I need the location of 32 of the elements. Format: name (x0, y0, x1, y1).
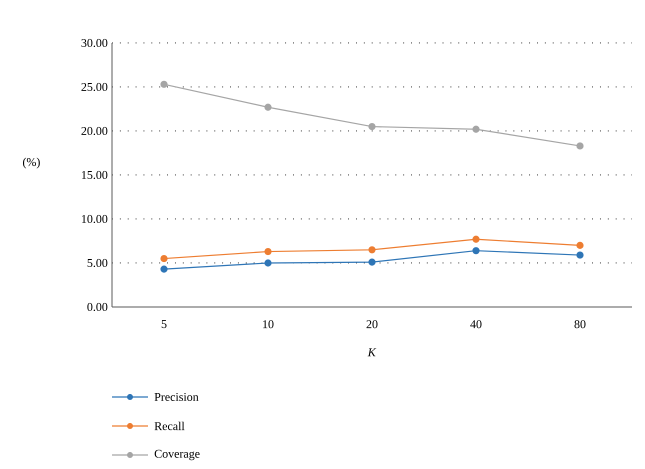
point (160, 266, 168, 273)
point (264, 248, 272, 256)
legend-label: Coverage (154, 450, 200, 460)
point (472, 247, 480, 254)
point (368, 246, 376, 254)
y-tick-label: 30.00 (82, 38, 108, 48)
legend-label: Precision (154, 392, 199, 401)
x-tick-label: 80 (574, 320, 586, 328)
point (576, 242, 584, 249)
y-axis-title: (%) (22, 158, 40, 169)
x-tick-label: 5 (162, 320, 167, 328)
point (472, 236, 480, 243)
point (160, 254, 168, 262)
legend-label: Recall (154, 422, 185, 430)
x-axis-title: K (368, 348, 376, 356)
y-tick-label: 20.00 (81, 126, 108, 136)
point (160, 80, 168, 88)
point (264, 259, 272, 267)
point (368, 258, 376, 266)
y-tick-label: 5.00 (88, 258, 108, 268)
point (472, 126, 480, 133)
point (368, 123, 376, 130)
x-tick-label: 20 (366, 320, 378, 328)
y-tick-label: 25.00 (81, 82, 108, 92)
point (264, 104, 272, 111)
x-tick-label: 40 (470, 320, 482, 328)
y-tick-label: 0.00 (87, 302, 108, 312)
point (576, 251, 584, 259)
x-tick-label: 10 (263, 320, 274, 328)
y-tick-label: 10.00 (82, 214, 108, 224)
y-tick-label: 15.00 (82, 170, 108, 180)
point (576, 142, 584, 150)
